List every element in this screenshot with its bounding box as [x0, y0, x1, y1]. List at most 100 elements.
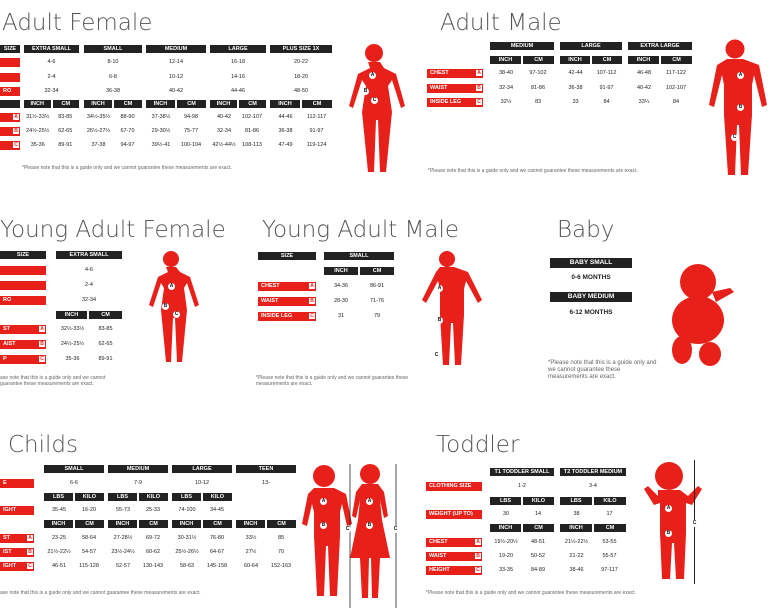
measure-value: 102-107: [665, 85, 687, 91]
dress-size-value: 14-16: [230, 74, 246, 80]
measure-value: 21½-22½: [564, 539, 589, 545]
age-value: 10-12: [194, 480, 210, 486]
measure-value: 30-31½: [177, 535, 197, 541]
clothing-size-value: 1-2: [518, 483, 526, 489]
dress-size-value: 40-42: [168, 88, 184, 94]
unit-header: CM: [592, 56, 622, 64]
toddler-note: *Please note that this is a guide only a…: [426, 590, 636, 596]
measure-value: 34½-35½: [86, 114, 111, 120]
adult-female-note: *Please note that this is a guide only a…: [22, 165, 232, 171]
measure-value: 33: [572, 99, 579, 105]
measure-value: 40-42: [636, 85, 652, 91]
unit-header: CM: [267, 520, 296, 528]
dress-size-value: 16-18: [230, 59, 246, 65]
measure-row-label: CHEST A: [258, 282, 316, 291]
weight-value: 35-45: [51, 507, 67, 513]
measure-row-label: CHEST A: [427, 69, 483, 78]
measure-row-label: AIST B: [0, 340, 46, 349]
measure-value: 46-51: [51, 563, 67, 569]
marker-a: A: [369, 72, 376, 79]
unit-header: LBS: [560, 497, 592, 505]
size-header: EXTRA SMALL: [56, 251, 122, 259]
measure-value: 83-85: [98, 326, 113, 332]
measure-value: 52-57: [115, 563, 131, 569]
measure-value: 119-124: [306, 142, 327, 148]
measure-value: 83: [534, 99, 542, 105]
size-header: SMALL: [324, 252, 394, 260]
toddler-title: Toddler: [436, 432, 520, 458]
marker-c: C: [731, 134, 738, 141]
unit-header: CM: [114, 100, 142, 108]
measure-value: 75-77: [183, 128, 199, 134]
age-value: 6-6: [70, 480, 78, 486]
unit-header: CM: [661, 56, 692, 64]
measure-row-label: INSIDE LEG C: [258, 312, 316, 321]
measure-value: 81-86: [530, 85, 546, 91]
measure-tag: A: [475, 539, 481, 545]
measure-tag: A: [13, 114, 19, 120]
marker-a: A: [436, 285, 443, 292]
measure-tag: C: [309, 313, 315, 319]
measure-value: 76-80: [209, 535, 225, 541]
measure-value: 91-97: [309, 128, 324, 134]
size-header: SIZE: [0, 45, 20, 53]
measure-value: 38-46: [569, 567, 584, 573]
unit-header: LBS: [108, 493, 137, 501]
measure-tag: A: [27, 535, 33, 541]
measure-row-label: HEIGHT C: [426, 566, 482, 575]
size-header: MEDIUM: [146, 45, 206, 53]
size-header: T1 TODDLER SMALL: [490, 468, 554, 476]
measure-row-label: C: [0, 141, 20, 150]
measure-value: 31½-33½: [26, 114, 50, 120]
weight-value: 55-73: [115, 507, 131, 513]
unit-header: CM: [52, 100, 79, 108]
measure-value: 32½: [500, 99, 512, 105]
measure-value: 37-38½: [151, 114, 171, 120]
unit-header: INCH: [146, 100, 175, 108]
unit-header: CM: [302, 100, 332, 108]
measure-value: 97-117: [601, 567, 618, 573]
unit-header: CM: [75, 520, 104, 528]
measure-tag: B: [309, 298, 315, 304]
measure-value: 91-97: [599, 85, 614, 91]
measure-value: 85: [277, 535, 285, 541]
row-label: RO: [0, 87, 20, 96]
unit-header: INCH: [44, 520, 73, 528]
measure-row-label: WAIST B: [426, 552, 482, 561]
dress-size-value: 48-50: [293, 88, 309, 94]
row-label: E: [0, 479, 34, 488]
measure-value: 152-163: [270, 563, 292, 569]
measure-value: 70: [277, 549, 285, 555]
measure-value: 94-97: [120, 142, 135, 148]
size-header: T2 TODDLER MEDIUM: [560, 468, 626, 476]
measure-value: 100-104: [180, 142, 202, 148]
dress-size-value: 2-4: [85, 282, 93, 288]
measure-value: 53-55: [602, 539, 617, 545]
measure-tag: A: [476, 70, 482, 76]
measure-row-label: INSIDE LEG C: [427, 98, 483, 107]
adult-male-note: *Please note that this is a guide only a…: [428, 168, 638, 174]
measure-value: 83-85: [58, 114, 73, 120]
size-header: SIZE: [0, 251, 46, 259]
marker-c: C: [433, 352, 440, 359]
unit-header: CM: [523, 56, 554, 64]
measure-tag: A: [39, 326, 45, 332]
dress-size-value: 44-46: [230, 88, 246, 94]
dress-size-value: 10-12: [168, 74, 184, 80]
unit-header: INCH: [490, 56, 521, 64]
unit-header: CM: [177, 100, 206, 108]
measure-value: 108-113: [242, 142, 262, 148]
unit-header: INCH: [560, 56, 590, 64]
weight-value: 74-100: [178, 507, 196, 513]
female-figure-icon: [349, 44, 405, 172]
marker-b: B: [162, 303, 169, 310]
measure-tag: B: [27, 549, 33, 555]
unit-header: INCH: [210, 100, 237, 108]
measure-value: 60-64: [243, 563, 259, 569]
dress-size-value: 6-8: [109, 74, 117, 80]
weight-value: 34-45: [209, 507, 225, 513]
measure-value: 48-51: [530, 539, 546, 545]
size-header: TEEN: [236, 465, 296, 473]
baby-small-months: 0-6 MONTHS: [571, 274, 611, 281]
